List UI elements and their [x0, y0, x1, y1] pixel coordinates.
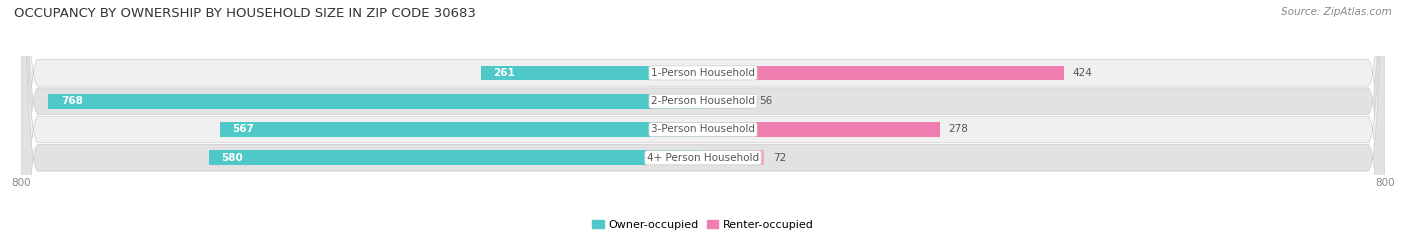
FancyBboxPatch shape: [21, 0, 1385, 233]
Bar: [703, 94, 751, 109]
Text: 3-Person Household: 3-Person Household: [651, 124, 755, 134]
Bar: [703, 151, 765, 165]
Text: 2-Person Household: 2-Person Household: [651, 96, 755, 106]
Bar: [481, 65, 703, 80]
Text: 424: 424: [1073, 68, 1092, 78]
Bar: [48, 94, 703, 109]
Text: OCCUPANCY BY OWNERSHIP BY HOUSEHOLD SIZE IN ZIP CODE 30683: OCCUPANCY BY OWNERSHIP BY HOUSEHOLD SIZE…: [14, 7, 477, 20]
Text: 768: 768: [60, 96, 83, 106]
FancyBboxPatch shape: [21, 0, 1385, 233]
Text: 1-Person Household: 1-Person Household: [651, 68, 755, 78]
Text: 580: 580: [221, 153, 243, 163]
FancyBboxPatch shape: [21, 0, 1385, 233]
Text: Source: ZipAtlas.com: Source: ZipAtlas.com: [1281, 7, 1392, 17]
Bar: [703, 65, 1064, 80]
Text: 261: 261: [494, 68, 515, 78]
FancyBboxPatch shape: [21, 0, 1385, 233]
Text: 56: 56: [759, 96, 772, 106]
Bar: [219, 122, 703, 137]
Legend: Owner-occupied, Renter-occupied: Owner-occupied, Renter-occupied: [588, 216, 818, 233]
Text: 72: 72: [773, 153, 786, 163]
Text: 278: 278: [949, 124, 969, 134]
Bar: [208, 151, 703, 165]
Text: 567: 567: [232, 124, 254, 134]
Text: 4+ Person Household: 4+ Person Household: [647, 153, 759, 163]
Bar: [703, 122, 941, 137]
